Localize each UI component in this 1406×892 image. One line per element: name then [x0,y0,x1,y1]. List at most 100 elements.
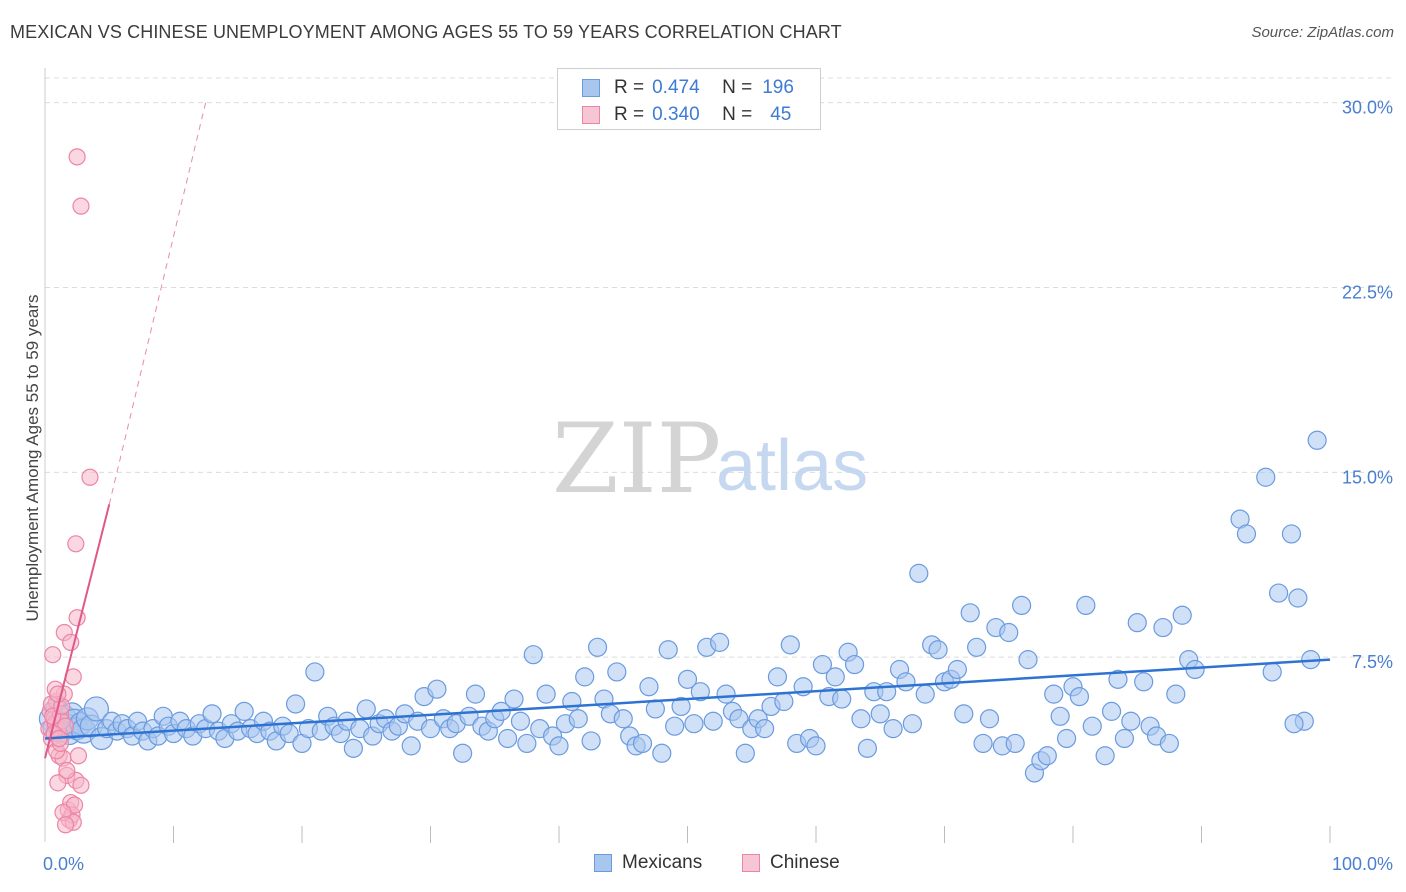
mexicans-point [536,684,556,704]
mexicans-point [909,563,929,583]
mexicans-point [568,709,588,729]
mexicans-point [562,691,582,712]
chinese-point [49,774,67,792]
mexicans-point [825,667,845,687]
mexicans-point [427,679,447,699]
chinese-point [72,197,90,215]
mexicans-point [581,731,601,751]
mexicans-point [652,743,672,763]
legend-label-mexicans: Mexicans [622,852,703,873]
mexicans-point [954,704,974,724]
mexicans-point [729,709,749,729]
trend-layer [44,102,1331,759]
mexicans-point [665,716,685,736]
legend-n-label: N = [722,77,753,98]
mexicans-point [812,654,833,675]
chinese-point [56,816,75,834]
mexicans-point [1050,706,1070,726]
mexicans-point [1005,733,1025,754]
mexicans-legend-swatch [594,854,612,872]
mexicans-trend-line [44,658,1331,740]
chinese-legend-swatch [742,854,760,872]
mexicans-point [498,728,518,749]
source-label: Source: ZipAtlas.com [1251,24,1394,41]
mexicans-point [677,669,698,689]
mexicans-point [510,711,531,731]
mexicans-point [1076,595,1096,616]
mexicans-point [710,632,730,652]
mexicans-swatch [582,79,600,97]
mexicans-point [690,682,710,702]
legend-r-value-chinese: 0.340 [652,104,700,125]
mexicans-point [1044,684,1064,704]
legend-r-label: R = [614,77,645,98]
y-tick-label: 7.5% [1352,652,1393,672]
mexicans-point [1281,524,1302,544]
legend-label-chinese: Chinese [770,852,840,873]
mexicans-point [1101,701,1122,721]
mexicans-point [1114,728,1135,749]
mexicans-point [607,662,627,682]
mexicans-point [973,733,993,754]
mexicans-point [684,714,704,734]
mexicans-point [883,719,903,739]
mexicans-point [780,635,800,655]
mexicans-point [523,645,543,665]
chinese-point [72,776,90,794]
chinese-trend-extension [108,102,207,505]
legend-r-value-mexicans: 0.474 [652,77,700,98]
mexicans-point [356,699,376,719]
chinese-point [68,148,86,166]
mexicans-point [234,701,254,721]
mexicans-point [285,694,306,714]
legend-item-chinese[interactable]: Chinese [742,852,840,874]
mexicans-point [851,709,871,729]
legend-item-mexicans[interactable]: Mexicans [594,852,702,874]
grid-layer [45,77,1392,658]
mexicans-point [632,733,653,754]
mexicans-point [575,667,595,687]
mexicans-point [1134,672,1154,692]
mexicans-point [960,603,980,623]
mexicans-point [1166,684,1186,704]
watermark-zip: ZIP [552,403,721,515]
mexicans-point [305,662,325,682]
mexicans-point [1284,714,1304,734]
mexicans-point [1082,716,1102,736]
mexicans-point [639,677,659,697]
chinese-trend-line [44,504,111,759]
y-axis-label: Unemployment Among Ages 55 to 59 years [23,295,42,622]
mexicans-point [1108,669,1128,689]
chinese-point [67,535,85,553]
mexicans-point [857,738,878,758]
mexicans-point [1256,467,1276,487]
mexicans-point [343,738,363,758]
mexicans-point [716,684,736,704]
mexicans-point [902,714,922,734]
mexicans-point [1236,524,1257,544]
correlation-legend: R = 0.474 N = 196 R = 0.340 N = 45 [557,68,821,130]
x-tick-label-max: 100.0% [1332,854,1393,874]
mexicans-point [465,684,486,704]
mexicans-point [420,719,441,739]
mexicans-point [947,659,967,680]
mexicans-point [979,709,1000,729]
y-tick-label: 15.0% [1342,467,1393,487]
mexicans-point [1095,746,1115,766]
mexicans-point [1159,733,1179,754]
mexicans-point [1018,650,1038,670]
mexicans-point [1011,595,1032,616]
mexicans-point [870,704,890,724]
mexicans-point [401,736,421,756]
mexicans-point [1121,711,1141,731]
mexicans-point [967,637,987,657]
mexicans-point [1172,605,1192,625]
label-layer: 7.5% 15.0% 22.5% 30.0% 0.0% 100.0% [43,98,1393,874]
y-tick-label: 30.0% [1342,98,1393,118]
mexicans-point [453,743,473,763]
mexicans-point [754,719,775,739]
mexicans-point [999,622,1019,643]
chart-title: MEXICAN VS CHINESE UNEMPLOYMENT AMONG AG… [10,22,842,42]
legend-row-mexicans: R = 0.474 N = 196 [582,77,794,99]
